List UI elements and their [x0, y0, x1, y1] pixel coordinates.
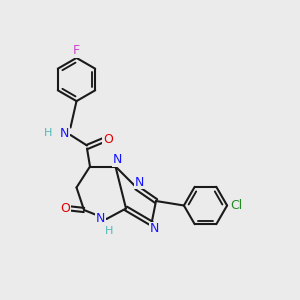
Text: N: N	[150, 222, 159, 236]
Text: N: N	[135, 176, 144, 189]
Text: N: N	[60, 127, 69, 140]
Text: N: N	[96, 212, 105, 226]
Text: F: F	[73, 44, 80, 57]
Text: O: O	[60, 202, 70, 215]
Text: Cl: Cl	[230, 199, 242, 212]
Text: N: N	[112, 153, 122, 167]
Text: H: H	[105, 226, 114, 236]
Text: O: O	[103, 133, 113, 146]
Text: H: H	[44, 128, 52, 139]
